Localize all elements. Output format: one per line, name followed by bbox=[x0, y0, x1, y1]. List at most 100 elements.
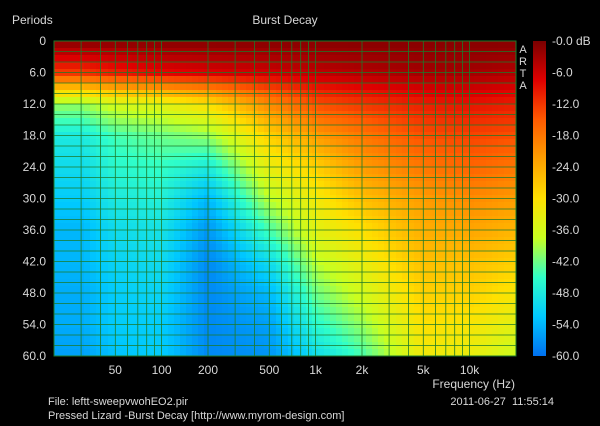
heatmap-cell bbox=[360, 83, 367, 91]
heatmap-cell bbox=[234, 335, 241, 343]
heatmap-cell bbox=[414, 286, 421, 294]
heatmap-cell bbox=[480, 272, 487, 280]
heatmap-cell bbox=[396, 62, 403, 70]
heatmap-cell bbox=[126, 349, 133, 356]
heatmap-cell bbox=[114, 167, 121, 175]
heatmap-cell bbox=[450, 167, 457, 175]
heatmap-cell bbox=[144, 118, 151, 126]
heatmap-cell bbox=[108, 230, 115, 238]
heatmap-cell bbox=[396, 349, 403, 356]
heatmap-cell bbox=[504, 328, 511, 336]
heatmap-cell bbox=[336, 251, 343, 259]
heatmap-cell bbox=[102, 202, 109, 210]
heatmap-cell bbox=[498, 223, 505, 231]
heatmap-cell bbox=[282, 97, 289, 105]
heatmap-cell bbox=[270, 244, 277, 252]
heatmap-cell bbox=[120, 167, 127, 175]
heatmap-cell bbox=[90, 230, 97, 238]
heatmap-cell bbox=[360, 307, 367, 315]
heatmap-cell bbox=[300, 146, 307, 154]
heatmap-cell bbox=[120, 139, 127, 147]
heatmap-cell bbox=[444, 314, 451, 322]
heatmap-cell bbox=[456, 125, 463, 133]
heatmap-cell bbox=[282, 118, 289, 126]
heatmap-cell bbox=[318, 97, 325, 105]
heatmap-cell bbox=[390, 139, 397, 147]
heatmap-cell bbox=[462, 314, 469, 322]
heatmap-cell bbox=[138, 62, 145, 70]
heatmap-cell bbox=[444, 160, 451, 168]
heatmap-cell bbox=[474, 104, 481, 112]
heatmap-cell bbox=[408, 293, 415, 301]
heatmap-cell bbox=[72, 272, 79, 280]
heatmap-cell bbox=[162, 41, 169, 49]
heatmap-cell bbox=[456, 272, 463, 280]
heatmap-cell bbox=[174, 293, 181, 301]
y-tick-label: 18.0 bbox=[23, 129, 47, 143]
heatmap-cell bbox=[396, 181, 403, 189]
heatmap-cell bbox=[252, 146, 259, 154]
heatmap-cell bbox=[504, 55, 511, 63]
heatmap-cell bbox=[456, 181, 463, 189]
heatmap-cell bbox=[414, 202, 421, 210]
heatmap-cell bbox=[492, 307, 499, 315]
heatmap-cell bbox=[330, 181, 337, 189]
heatmap-cell bbox=[384, 188, 391, 196]
heatmap-cell bbox=[192, 349, 199, 356]
heatmap-cell bbox=[444, 181, 451, 189]
heatmap-cell bbox=[468, 62, 475, 70]
heatmap-cell bbox=[510, 230, 516, 238]
colorbar-tick-label: -6.0 bbox=[552, 66, 573, 80]
heatmap-cell bbox=[210, 314, 217, 322]
heatmap-cell bbox=[324, 265, 331, 273]
heatmap-cell bbox=[54, 223, 61, 231]
heatmap-cell bbox=[96, 41, 103, 49]
heatmap-cell bbox=[228, 104, 235, 112]
heatmap-cell bbox=[336, 230, 343, 238]
heatmap-cell bbox=[264, 97, 271, 105]
heatmap-cell bbox=[168, 118, 175, 126]
heatmap-cell bbox=[234, 41, 241, 49]
heatmap-cell bbox=[426, 188, 433, 196]
heatmap-cell bbox=[492, 286, 499, 294]
heatmap-cell bbox=[234, 230, 241, 238]
heatmap-cell bbox=[330, 76, 337, 84]
heatmap-cell bbox=[318, 62, 325, 70]
heatmap-cell bbox=[474, 41, 481, 49]
heatmap-cell bbox=[102, 265, 109, 273]
heatmap-cell bbox=[216, 230, 223, 238]
heatmap-cell bbox=[342, 76, 349, 84]
heatmap-cell bbox=[210, 146, 217, 154]
heatmap-cell bbox=[492, 139, 499, 147]
heatmap-cell bbox=[90, 125, 97, 133]
heatmap-cell bbox=[132, 62, 139, 70]
heatmap-cell bbox=[492, 55, 499, 63]
heatmap-cell bbox=[426, 223, 433, 231]
heatmap-cell bbox=[108, 251, 115, 259]
heatmap-cell bbox=[456, 76, 463, 84]
heatmap-cell bbox=[96, 244, 103, 252]
heatmap-cell bbox=[468, 146, 475, 154]
heatmap-cell bbox=[138, 244, 145, 252]
heatmap-cell bbox=[144, 230, 151, 238]
heatmap-cell bbox=[318, 139, 325, 147]
heatmap-cell bbox=[390, 251, 397, 259]
heatmap-cell bbox=[276, 314, 283, 322]
heatmap-cell bbox=[402, 181, 409, 189]
heatmap-cell bbox=[354, 146, 361, 154]
heatmap-cell bbox=[72, 76, 79, 84]
heatmap-cell bbox=[306, 125, 313, 133]
heatmap-cell bbox=[282, 314, 289, 322]
heatmap-cell bbox=[270, 209, 277, 217]
heatmap-cell bbox=[66, 223, 73, 231]
heatmap-cell bbox=[216, 265, 223, 273]
heatmap-cell bbox=[168, 41, 175, 49]
heatmap-cell bbox=[234, 328, 241, 336]
heatmap-cell bbox=[456, 41, 463, 49]
heatmap-cell bbox=[438, 181, 445, 189]
heatmap-cell bbox=[210, 181, 217, 189]
heatmap-cell bbox=[240, 244, 247, 252]
heatmap-cell bbox=[258, 244, 265, 252]
y-tick-label: 54.0 bbox=[23, 318, 47, 332]
heatmap-cell bbox=[90, 328, 97, 336]
